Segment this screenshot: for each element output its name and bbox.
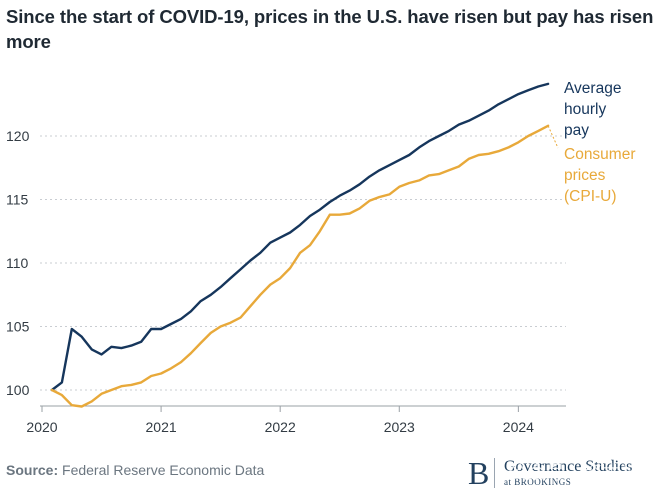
legend: Average hourly pay Consumer prices (CPI-U) xyxy=(547,80,636,205)
cpi-label-leader xyxy=(547,125,559,149)
source-text: Federal Reserve Economic Data xyxy=(62,462,265,478)
x-tick-label: 2020 xyxy=(26,419,57,435)
legend-label-cpi: Consumer prices (CPI-U) xyxy=(564,146,636,205)
axes: 100 105 110 115 120 2020 2021 2022 2023 2024 xyxy=(6,128,566,435)
legend-label-pay: Average hourly pay xyxy=(564,80,621,139)
legend-label-line: (CPI-U) xyxy=(564,188,617,205)
gridlines xyxy=(40,135,566,391)
watermark: 公众号 · 资本技研 xyxy=(508,462,660,484)
legend-label-line: prices xyxy=(564,167,606,184)
x-tick-label: 2023 xyxy=(384,419,415,435)
source-label: Source: xyxy=(6,462,59,478)
source-note: Source: Federal Reserve Economic Data xyxy=(6,462,264,478)
logo-line2: at BROOKINGS xyxy=(504,477,572,487)
brookings-logo: B Governance Studies at BROOKINGS xyxy=(468,455,658,491)
legend-label-line: Average xyxy=(564,80,621,97)
y-tick-label: 115 xyxy=(6,192,29,208)
logo-line1: Governance Studies xyxy=(504,458,633,475)
x-tick-label: 2024 xyxy=(503,419,534,435)
legend-label-line: hourly xyxy=(564,101,606,118)
y-tick-label: 105 xyxy=(6,319,30,335)
logo-divider xyxy=(494,458,495,488)
consumer-prices-line xyxy=(50,124,550,408)
legend-label-line: Consumer xyxy=(564,146,636,163)
legend-label-line: pay xyxy=(564,122,589,139)
logo-mark: B xyxy=(468,455,490,491)
x-tick-label: 2021 xyxy=(146,419,177,435)
chart-title: Since the start of COVID-19, prices in t… xyxy=(6,6,654,52)
x-tick-label: 2022 xyxy=(265,419,296,435)
average-hourly-pay-line xyxy=(50,82,550,392)
y-tick-label: 120 xyxy=(6,128,30,144)
series xyxy=(50,82,550,408)
y-tick-label: 110 xyxy=(6,255,29,271)
y-tick-label: 100 xyxy=(6,382,30,398)
